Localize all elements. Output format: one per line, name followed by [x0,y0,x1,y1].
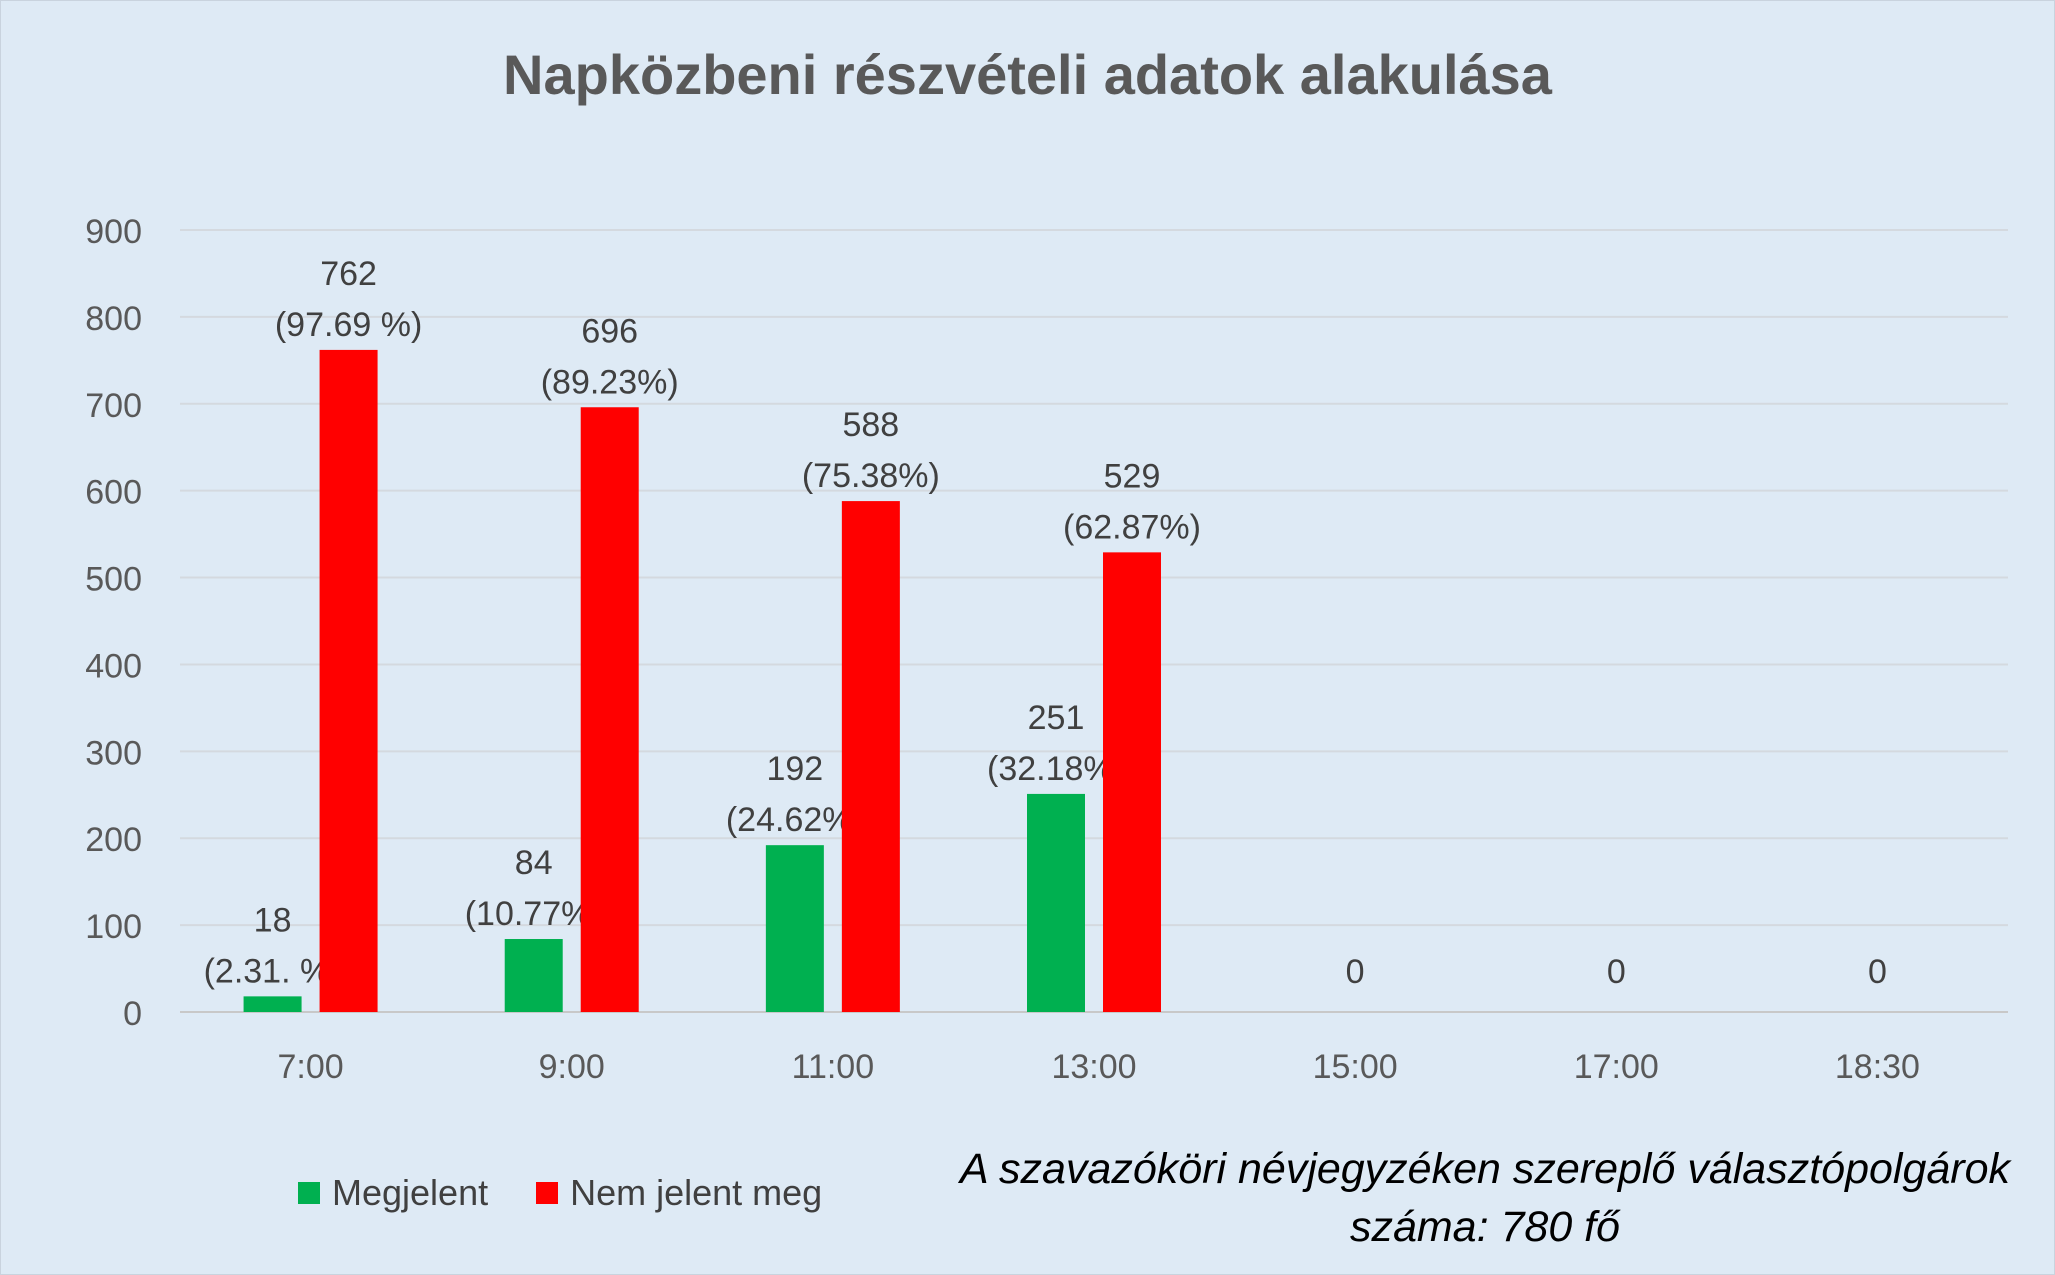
data-label: (32.18%) [987,750,1125,788]
y-tick-label: 900 [85,213,142,251]
x-tick-label: 11:00 [792,1048,875,1086]
data-label: 0 [1868,953,1887,991]
y-tick-label: 400 [85,647,142,685]
y-tick-label: 200 [85,821,142,859]
data-label: 529 [1104,457,1161,495]
bar [1027,793,1085,1012]
x-tick-label: 13:00 [1051,1048,1136,1086]
legend-swatch-nem-jelent-meg [536,1182,559,1204]
data-label: (10.77%) [465,895,603,933]
y-tick-label: 100 [85,908,142,946]
data-label: 762 [320,255,377,293]
legend-item-megjelent: Megjelent [298,1172,488,1214]
y-tick-label: 300 [85,734,142,772]
data-label: 84 [515,844,553,882]
data-label: 0 [1607,953,1626,991]
data-label: (2.31. %) [204,952,342,990]
bar [1103,552,1161,1012]
x-tick-label: 7:00 [277,1048,343,1086]
y-tick-label: 800 [85,300,142,338]
bar [765,845,824,1012]
bar [243,996,302,1012]
data-label: (89.23%) [541,363,679,401]
data-label: 0 [1346,953,1365,991]
x-tick-label: 17:00 [1574,1048,1659,1086]
data-label: 192 [766,750,823,788]
chart-title: Napközbeni részvételi adatok alakulása [503,43,1552,106]
data-label: 251 [1028,699,1085,737]
y-tick-label: 500 [85,561,142,599]
data-label: (24.62%) [726,801,864,839]
data-label: (75.38%) [802,457,940,495]
data-label: (62.87%) [1063,508,1201,546]
legend-swatch-megjelent [298,1182,320,1204]
bar [580,407,639,1013]
voter-count-note: A szavazóköri névjegyzéken szereplő vála… [959,1145,2011,1251]
data-label: 588 [842,406,899,444]
data-label: 18 [254,901,292,939]
bar [504,939,563,1012]
legend-label-nem-jelent-meg: Nem jelent meg [570,1172,823,1213]
legend-item-nem-jelent-meg: Nem jelent meg [536,1172,822,1214]
data-label: 696 [581,312,638,350]
y-tick-label: 700 [85,387,142,425]
x-tick-label: 15:00 [1313,1048,1398,1086]
data-label: (97.69 %) [275,306,422,344]
bar [319,349,378,1012]
y-tick-label: 600 [85,474,142,512]
x-tick-label: 18:30 [1835,1048,1920,1086]
y-tick-label: 0 [123,995,142,1033]
x-tick-label: 9:00 [539,1048,605,1086]
legend-label-megjelent: Megjelent [332,1172,489,1213]
bar [841,501,900,1012]
legend: Megjelent Nem jelent meg [298,1168,870,1218]
